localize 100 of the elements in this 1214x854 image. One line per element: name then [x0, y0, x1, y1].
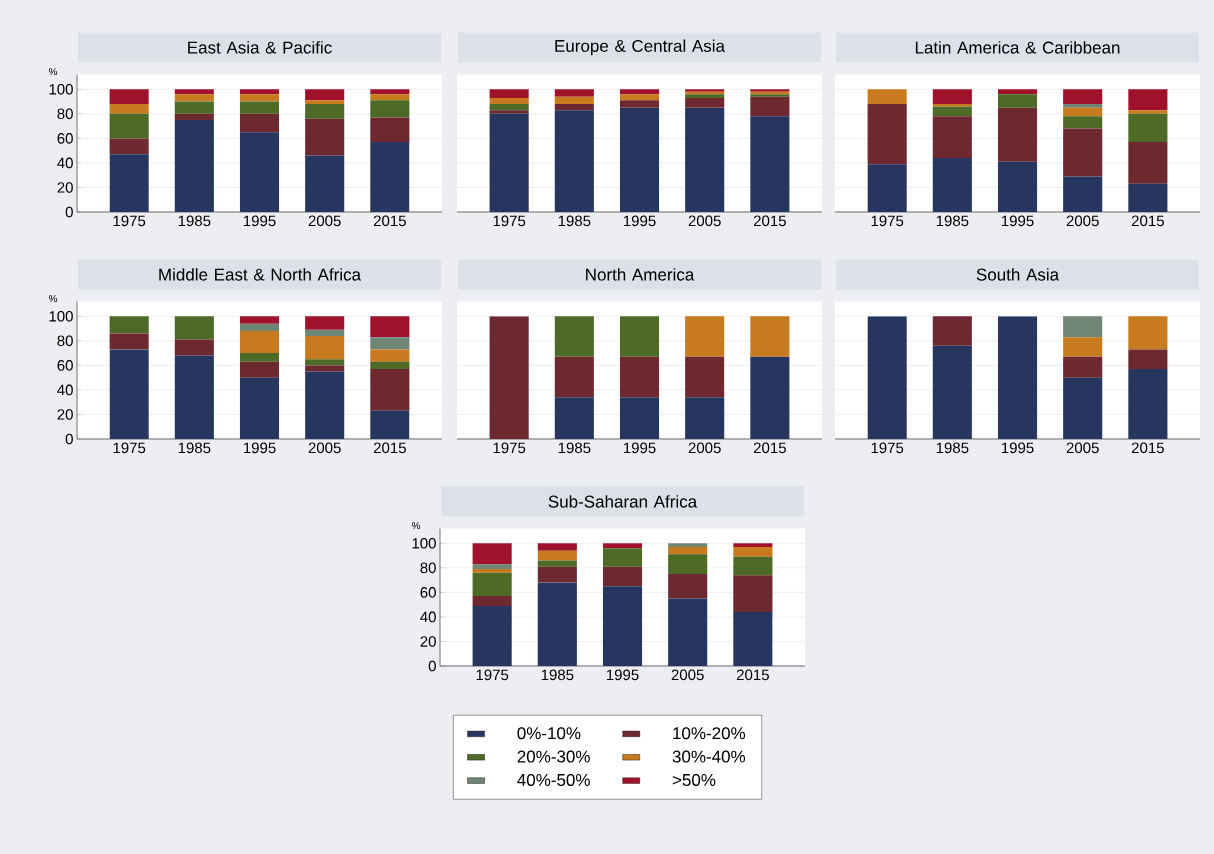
x-tick-label: 1975	[113, 442, 146, 454]
bar	[668, 543, 708, 547]
chart-title: East Asia & Pacific	[188, 41, 332, 54]
x-tick-label: 1985	[558, 442, 591, 454]
x-tick-label: 1975	[476, 669, 509, 681]
bar	[174, 339, 214, 356]
bar	[1128, 113, 1168, 143]
bar	[305, 104, 345, 119]
bar	[472, 543, 512, 565]
y-tick-label: 40	[57, 384, 73, 396]
bar	[932, 316, 972, 346]
y-axis-title: %	[48, 295, 58, 303]
bar	[602, 586, 643, 666]
bar	[305, 89, 345, 101]
y-tick-label: 40	[57, 157, 73, 169]
bar	[1128, 110, 1168, 114]
bar	[1128, 369, 1168, 439]
bar	[305, 329, 345, 336]
bar	[1063, 104, 1103, 108]
x-tick-label: 2005	[688, 215, 721, 227]
bar	[554, 104, 594, 111]
bar	[239, 316, 280, 324]
y-tick-label: 60	[57, 133, 73, 144]
bar	[239, 361, 280, 378]
bar	[1128, 349, 1168, 370]
bar	[554, 96, 594, 105]
x-tick-label: 1985	[936, 442, 969, 454]
bar	[109, 104, 149, 114]
bar	[370, 117, 410, 143]
chart-title: North America	[586, 268, 695, 281]
bar	[305, 371, 345, 439]
bar	[1063, 116, 1103, 129]
y-tick-label: 100	[49, 311, 73, 322]
bar	[109, 333, 149, 350]
x-tick-label: 1995	[1001, 442, 1034, 454]
bar	[750, 96, 790, 117]
x-tick-label: 1985	[558, 215, 591, 227]
bar	[1063, 377, 1103, 439]
bar	[1128, 89, 1168, 111]
x-tick-label: 2005	[1066, 215, 1099, 227]
bar	[239, 89, 280, 95]
x-tick-label: 2005	[308, 442, 341, 454]
x-tick-label: 1985	[178, 215, 211, 227]
bar	[472, 572, 512, 597]
bar	[733, 547, 773, 557]
bar	[668, 598, 708, 666]
x-tick-label: 2015	[1131, 215, 1164, 227]
bar	[750, 116, 790, 212]
bar	[733, 612, 773, 666]
bar	[109, 316, 149, 334]
bar	[109, 349, 149, 439]
bar	[554, 110, 594, 212]
bar	[619, 107, 660, 212]
chart-title: Latin America & Caribbean	[915, 41, 1120, 54]
bar	[537, 543, 577, 551]
y-axis-title: %	[48, 68, 58, 76]
bar	[174, 101, 214, 114]
bar	[305, 155, 345, 212]
x-tick-label: 2015	[753, 215, 786, 227]
bar	[370, 361, 410, 370]
bar	[1063, 356, 1103, 378]
x-tick-label: 2015	[753, 442, 786, 454]
bar	[932, 345, 972, 439]
bar	[370, 142, 410, 212]
bar	[668, 547, 708, 555]
bar	[174, 316, 214, 340]
x-tick-label: 1975	[493, 442, 526, 454]
bar	[537, 566, 577, 583]
bar	[109, 89, 149, 105]
bar	[305, 365, 345, 372]
y-tick-label: 60	[57, 360, 73, 371]
x-tick-label: 2015	[1131, 442, 1164, 454]
bar	[867, 164, 907, 212]
bar	[537, 582, 577, 666]
bar	[370, 316, 410, 338]
x-tick-label: 1995	[623, 215, 656, 227]
y-tick-label: 20	[420, 636, 436, 647]
chart-title: South Asia	[976, 268, 1060, 281]
bar	[997, 107, 1038, 162]
bar	[997, 94, 1038, 108]
bar	[997, 161, 1038, 212]
bar	[1063, 337, 1103, 357]
x-tick-label: 1975	[113, 215, 146, 227]
y-tick-label: 100	[412, 538, 436, 549]
bar	[370, 369, 410, 411]
bar	[174, 113, 214, 120]
bar	[1063, 316, 1103, 338]
x-tick-label: 1995	[606, 669, 639, 681]
bar	[174, 89, 214, 95]
x-tick-label: 1985	[541, 669, 574, 681]
bar	[685, 97, 725, 108]
bar	[109, 138, 149, 155]
bar	[305, 316, 345, 330]
y-axis-title: %	[411, 522, 421, 530]
bar	[472, 569, 512, 573]
bar	[489, 89, 529, 98]
bar	[1128, 142, 1168, 184]
bar	[602, 543, 643, 549]
bar	[239, 101, 280, 114]
x-tick-label: 1985	[936, 215, 969, 227]
